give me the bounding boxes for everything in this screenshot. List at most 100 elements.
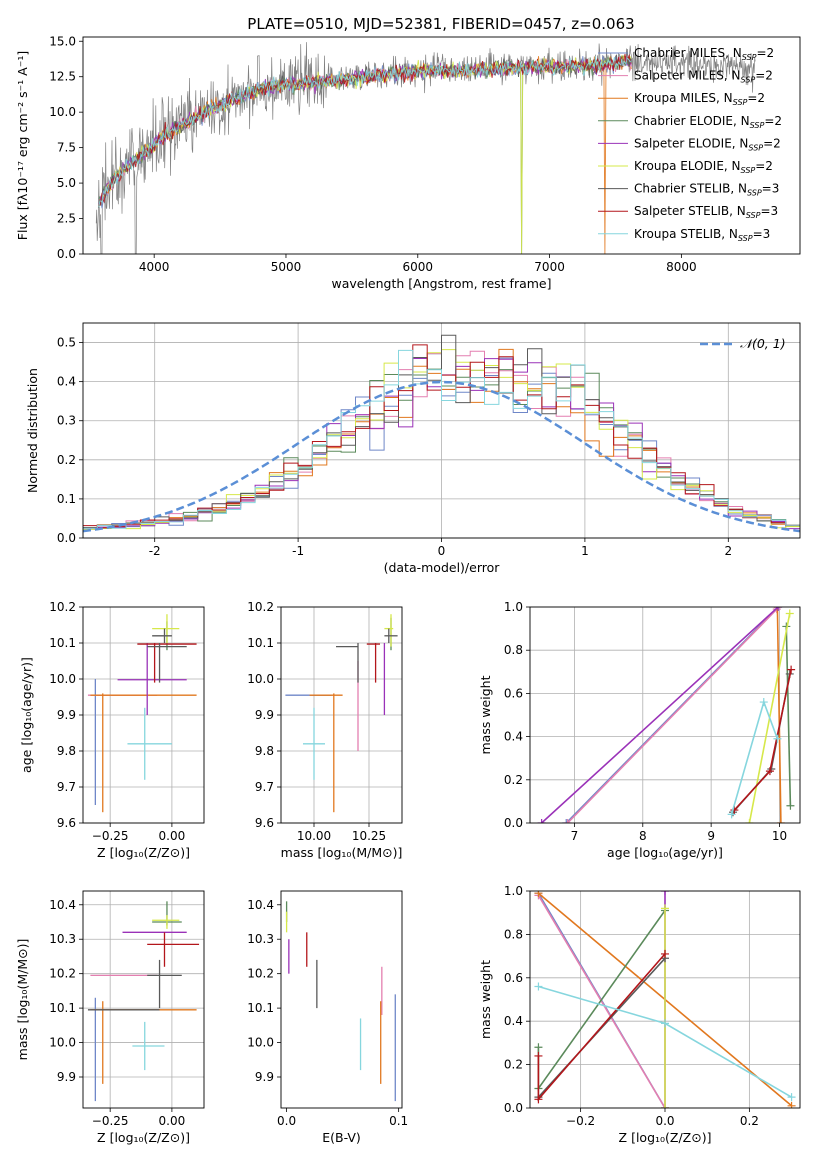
mass-weight-vs-Z-xtick-label: −0.2 (566, 1114, 595, 1128)
age-vs-Z-ytick-label: 10.2 (49, 600, 76, 614)
spectrum-model-line-salpeter-stelib (98, 53, 632, 206)
mass-weight-vs-age-series-salpeter-elodie (537, 607, 783, 823)
legend-label-salpeter-miles: Salpeter MILES, NSSP=2 (634, 69, 773, 85)
mass-weight-vs-age-series-chabrier-miles-marker (562, 819, 571, 823)
legend-label-kroupa-miles: Kroupa MILES, NSSP=2 (634, 91, 765, 107)
residuals-ytick-label: 0.5 (57, 336, 76, 350)
mass-vs-ebv-frame (280, 890, 403, 1109)
mass-weight-vs-Z-series-kroupa-elodie-marker (661, 1104, 669, 1108)
age-vs-Z-point-kroupa-miles (90, 693, 197, 813)
age-vs-mass-panel: 10.00 10.25 9.6 9.7 9.8 9.9 10.0 10.1 10.2 mass [… (247, 600, 403, 860)
mass-weight-vs-age-ytick-label: 0.4 (504, 730, 523, 744)
age-vs-mass-ytick-label: 9.7 (255, 780, 274, 794)
mass-weight-vs-age-series-kroupa-miles-marker (776, 819, 785, 823)
age-vs-mass-ytick-label: 10.1 (247, 636, 274, 650)
age-vs-Z-point-chabrier-stelib (147, 643, 187, 683)
age-vs-mass-ytick-label: 10.0 (247, 672, 274, 686)
mass-weight-vs-age-series-salpeter-stelib-marker (765, 767, 774, 776)
age-vs-Z-xtick-label: 0.00 (159, 829, 186, 843)
mass-weight-vs-Z-series-kroupa-stelib-marker (661, 1019, 669, 1028)
mass-vs-Z-ytick-label: 10.2 (49, 967, 76, 981)
mass-vs-ebv-ytick-label: 10.1 (247, 1001, 274, 1015)
spectrum-plot-area (95, 42, 756, 254)
spectrum-ytick-label: 7.5 (57, 141, 76, 155)
spectrum-xtick-label: 8000 (666, 260, 697, 274)
gaussian-reference-line (83, 380, 800, 533)
legend-label-kroupa-elodie: Kroupa ELODIE, NSSP=2 (634, 159, 773, 175)
spectrum-model-line-kroupa-stelib (98, 55, 632, 208)
mass-weight-vs-Z-ytick-label: 0.6 (504, 971, 523, 985)
y-axis-label: mass [log₁₀(M/M⊙)] (15, 939, 30, 1061)
mass-weight-vs-age-ytick-label: 1.0 (504, 600, 523, 614)
mass-weight-vs-Z-series-salpeter-stelib-marker (534, 1095, 543, 1104)
residuals-ytick-label: 0.2 (57, 453, 76, 467)
age-vs-mass-ytick-label: 10.2 (247, 600, 274, 614)
spectrum-legend: Chabrier MILES, NSSP=2 Salpeter MILES, NS… (598, 46, 782, 243)
mass-vs-Z-xtick-label: 0.00 (159, 1114, 186, 1128)
mass-vs-ebv-ytick-label: 10.3 (247, 932, 274, 946)
mass-weight-vs-age-plot-area (537, 607, 796, 823)
mass-weight-vs-age-series-kroupa-elodie-marker (745, 819, 754, 823)
age-vs-Z-ytick-label: 9.6 (57, 816, 76, 830)
age-vs-Z-ytick-label: 10.0 (49, 672, 76, 686)
spectrum-ytick-label: 2.5 (57, 212, 76, 226)
mass-weight-vs-Z-ytick-label: 0.0 (504, 1101, 523, 1115)
age-vs-mass-xtick-label: 10.25 (352, 829, 386, 843)
mass-weight-vs-age-xtick-label: 10 (772, 829, 787, 843)
residuals-xtick-label: -1 (292, 544, 304, 558)
mass-weight-vs-age-series-kroupa-elodie-marker (785, 609, 794, 618)
x-axis-label: Z [log₁₀(Z/Z⊙)] (619, 1130, 712, 1145)
mass-weight-vs-age-ytick-label: 0.2 (504, 773, 523, 787)
mass-weight-vs-age-series-kroupa-stelib-marker (727, 810, 736, 819)
x-axis-label: mass [log₁₀(M/M⊙)] (281, 845, 403, 860)
legend-label-kroupa-stelib: Kroupa STELIB, NSSP=3 (634, 227, 770, 243)
mass-weight-vs-Z-series-salpeter-miles-line (537, 894, 666, 1108)
mass-weight-vs-age-series-chabrier-elodie-line (785, 626, 792, 806)
x-axis-label: (data-model)/error (384, 560, 501, 575)
mass-vs-ebv-panel: 0.0 0.1 9.9 10.0 10.1 10.2 10.3 10.4 E(B-V) (247, 890, 408, 1145)
y-axis-label: age [log₁₀(age/yr)] (19, 657, 34, 773)
age-vs-mass-plot-area (285, 614, 398, 813)
figure-title: PLATE=0510, MJD=52381, FIBERID=0457, z=0… (247, 15, 634, 33)
spectrum-ytick-label: 10.0 (49, 105, 76, 119)
mass-weight-vs-Z-series-kroupa-elodie-marker (661, 904, 669, 913)
histogram-kroupa-stelib (83, 349, 800, 538)
age-vs-mass-xtick-label: 10.00 (297, 829, 331, 843)
age-vs-mass-point-salpeter-stelib (366, 643, 380, 683)
mass-weight-vs-age-series-salpeter-elodie-marker (537, 819, 546, 823)
mass-weight-vs-Z-series-kroupa-stelib (534, 982, 796, 1102)
age-vs-mass-ytick-label: 9.6 (255, 816, 274, 830)
residuals-frame (82, 322, 801, 539)
age-vs-mass-ytick-label: 9.9 (255, 708, 274, 722)
mass-vs-Z-point-kroupa-stelib (132, 1021, 165, 1071)
age-vs-mass-point-chabrier-stelib (384, 628, 398, 643)
mass-vs-ebv-ytick-label: 10.0 (247, 1036, 274, 1050)
mass-weight-vs-age-series-kroupa-miles-line (776, 607, 782, 823)
age-vs-Z-point-kroupa-elodie (152, 614, 180, 643)
x-axis-label: age [log₁₀(age/yr)] (607, 845, 723, 860)
legend-label-chabrier-stelib: Chabrier STELIB, NSSP=3 (634, 182, 779, 198)
mass-vs-Z-ytick-label: 9.9 (57, 1070, 76, 1084)
spectrum-ytick-label: 12.5 (49, 70, 76, 84)
age-vs-mass-point-chabrier-stelib (336, 643, 359, 683)
mass-weight-vs-Z-series-salpeter-stelib-marker (534, 1051, 543, 1060)
residuals-ytick-label: 0.4 (57, 375, 76, 389)
legend-label-salpeter-elodie: Salpeter ELODIE, NSSP=2 (634, 136, 781, 152)
mass-weight-vs-Z-series-kroupa-miles-marker (787, 1101, 796, 1108)
mass-weight-vs-Z-xtick-label: 0.2 (740, 1114, 759, 1128)
age-vs-Z-point-kroupa-stelib (127, 707, 172, 780)
mass-vs-ebv-xtick-label: 0.1 (389, 1114, 408, 1128)
spectrum-ytick-label: 5.0 (57, 176, 76, 190)
mass-weight-vs-age-series-salpeter-stelib-marker (787, 665, 796, 674)
mass-vs-Z-point-chabrier-stelib (147, 959, 182, 1009)
mass-vs-Z-ytick-label: 10.3 (49, 932, 76, 946)
mass-vs-Z-ytick-label: 10.4 (49, 898, 76, 912)
spectrum-xtick-label: 5000 (271, 260, 302, 274)
mass-weight-vs-Z-series-salpeter-stelib-marker (661, 949, 669, 958)
mass-weight-vs-Z-ytick-label: 0.8 (504, 927, 523, 941)
mass-weight-vs-age-series-salpeter-elodie-line (541, 607, 779, 823)
x-axis-label: E(B-V) (322, 1130, 361, 1145)
mass-weight-vs-Z-series-salpeter-stelib (534, 949, 669, 1104)
mass-weight-vs-age-series-kroupa-stelib-marker (759, 698, 768, 707)
residuals-panel: -2 -1 0 1 2 0.0 0.1 0.2 0.3 0.4 0.5 (data-model)/er… (25, 322, 801, 575)
